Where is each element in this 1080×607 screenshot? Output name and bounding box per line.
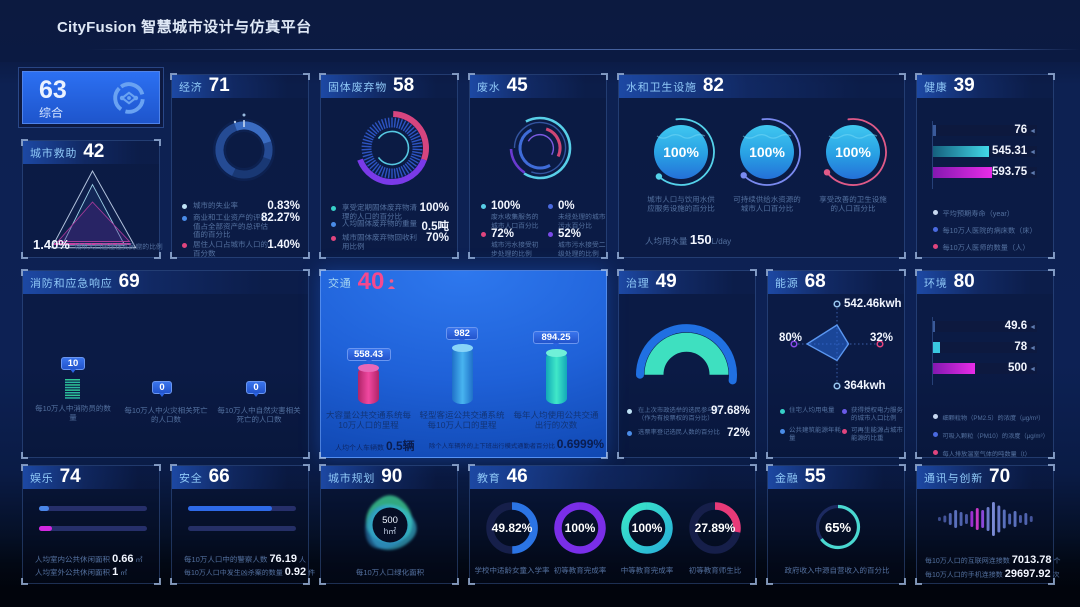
svg-text:49.82%: 49.82% [492, 521, 533, 535]
svg-text:100%: 100% [632, 521, 663, 535]
svg-text:100%: 100% [565, 521, 596, 535]
svg-text:h㎡: h㎡ [384, 527, 396, 536]
svg-text:100%: 100% [835, 144, 871, 160]
svg-text:65%: 65% [825, 520, 851, 535]
svg-text:500: 500 [382, 515, 398, 526]
svg-text:100%: 100% [663, 144, 699, 160]
svg-text:27.89%: 27.89% [695, 521, 736, 535]
svg-text:100%: 100% [749, 144, 785, 160]
